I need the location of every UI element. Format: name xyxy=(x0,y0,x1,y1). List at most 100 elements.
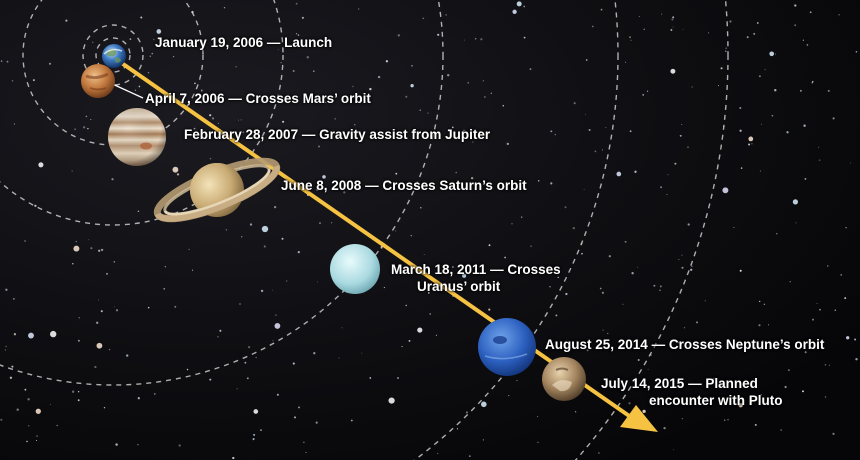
star xyxy=(410,84,414,88)
star xyxy=(113,306,115,308)
star xyxy=(681,417,684,420)
star xyxy=(111,178,114,181)
milestone-jupiter-label: February 28, 2007 — Gravity assist from … xyxy=(184,126,490,143)
star xyxy=(96,321,99,324)
milestone-event: Crosses xyxy=(507,262,561,277)
star xyxy=(429,313,432,315)
star xyxy=(537,416,539,418)
star xyxy=(725,47,727,49)
star xyxy=(88,239,90,241)
star xyxy=(671,18,674,21)
star xyxy=(275,314,277,316)
star xyxy=(573,102,576,105)
milestone-date: July 14, 2015 xyxy=(601,376,685,391)
star xyxy=(4,349,7,351)
star xyxy=(259,429,263,432)
star xyxy=(504,256,506,259)
star xyxy=(512,9,517,14)
star xyxy=(480,401,487,408)
star xyxy=(818,159,821,161)
star xyxy=(137,397,140,400)
star xyxy=(802,39,804,41)
milestone-date: June 8, 2008 xyxy=(281,178,362,193)
star xyxy=(660,186,663,189)
star xyxy=(586,349,589,352)
star xyxy=(297,34,300,36)
star xyxy=(71,390,75,393)
star xyxy=(24,388,27,391)
star xyxy=(252,438,255,440)
star xyxy=(634,170,637,173)
star xyxy=(235,65,237,68)
star xyxy=(383,286,386,289)
star xyxy=(306,56,309,59)
star xyxy=(824,396,827,398)
star xyxy=(13,123,16,125)
star xyxy=(5,288,8,291)
star xyxy=(417,327,423,333)
star xyxy=(605,127,607,129)
star xyxy=(666,194,668,196)
star xyxy=(794,4,797,7)
star xyxy=(9,376,13,379)
star xyxy=(806,44,809,46)
star xyxy=(678,258,680,261)
star xyxy=(855,51,858,53)
star xyxy=(647,368,649,370)
star xyxy=(812,80,814,83)
star xyxy=(277,49,279,51)
star xyxy=(27,425,30,427)
star xyxy=(462,273,467,278)
star xyxy=(303,441,305,443)
star xyxy=(72,262,74,265)
separator: — xyxy=(688,376,702,391)
saturn-orbit xyxy=(0,0,284,226)
star xyxy=(480,38,483,41)
star xyxy=(774,89,777,92)
star xyxy=(838,14,840,16)
star xyxy=(722,187,729,194)
star xyxy=(537,180,540,182)
milestone-date: January 19, 2006 xyxy=(155,35,264,50)
star xyxy=(24,240,26,242)
star xyxy=(832,117,835,120)
star xyxy=(631,272,634,275)
star xyxy=(740,167,743,169)
star xyxy=(712,377,715,380)
star xyxy=(588,128,591,132)
star xyxy=(846,336,850,340)
star xyxy=(549,286,551,288)
star xyxy=(479,130,482,134)
star xyxy=(401,346,403,348)
star xyxy=(317,281,319,283)
star xyxy=(209,378,212,381)
star xyxy=(834,309,837,311)
star xyxy=(410,234,413,237)
star xyxy=(748,143,751,146)
star xyxy=(249,223,253,226)
star xyxy=(819,308,821,311)
star xyxy=(446,185,448,188)
star xyxy=(397,377,399,379)
star xyxy=(194,82,196,85)
star xyxy=(824,364,827,366)
star xyxy=(322,175,326,179)
trajectory-arrow-icon xyxy=(620,405,658,432)
star xyxy=(445,14,447,16)
star xyxy=(98,299,99,301)
star xyxy=(209,114,212,117)
star xyxy=(818,146,820,148)
star xyxy=(691,265,693,268)
star xyxy=(338,357,340,359)
star xyxy=(506,142,509,146)
star xyxy=(508,394,510,397)
star xyxy=(591,25,594,28)
star xyxy=(178,444,181,447)
star xyxy=(163,287,166,290)
star xyxy=(293,416,297,419)
star xyxy=(537,441,539,443)
star xyxy=(803,124,806,127)
star xyxy=(462,129,466,132)
star xyxy=(647,90,649,92)
